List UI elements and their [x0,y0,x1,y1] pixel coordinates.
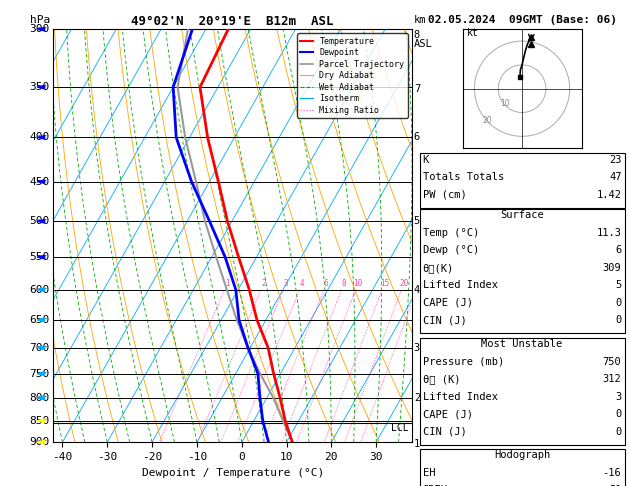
Text: 0: 0 [615,427,621,437]
Text: Dewp (°C): Dewp (°C) [423,245,479,256]
Text: EH: EH [423,468,435,478]
Text: 850: 850 [30,416,50,426]
Text: CIN (J): CIN (J) [423,315,467,326]
Text: 2: 2 [261,279,265,288]
Text: LCL: LCL [391,423,408,433]
Text: Lifted Index: Lifted Index [423,280,498,291]
Text: kt: kt [467,28,479,38]
Text: -16: -16 [603,468,621,478]
Text: 20: 20 [483,116,493,125]
Text: θᴄ(K): θᴄ(K) [423,263,454,273]
Text: Pressure (mb): Pressure (mb) [423,357,504,367]
Text: 1: 1 [225,279,230,288]
Text: 0: 0 [615,409,621,419]
Text: 2: 2 [414,393,420,403]
Text: Totals Totals: Totals Totals [423,172,504,182]
Text: 312: 312 [603,374,621,384]
Text: 750: 750 [603,357,621,367]
Text: 20: 20 [399,279,408,288]
Text: SREH: SREH [423,485,448,486]
Text: 3: 3 [615,392,621,402]
Text: 6: 6 [414,132,420,142]
Text: km: km [414,15,426,25]
X-axis label: Dewpoint / Temperature (°C): Dewpoint / Temperature (°C) [142,468,324,478]
Text: 400: 400 [30,132,50,142]
Text: 350: 350 [30,82,50,92]
Text: 1: 1 [414,439,420,450]
Legend: Temperature, Dewpoint, Parcel Trajectory, Dry Adiabat, Wet Adiabat, Isotherm, Mi: Temperature, Dewpoint, Parcel Trajectory… [297,34,408,118]
Text: Hodograph: Hodograph [494,450,550,460]
Text: 700: 700 [30,343,50,353]
Text: © weatheronline.co.uk: © weatheronline.co.uk [465,469,579,479]
Text: 23: 23 [609,155,621,165]
Text: Mixing Ratio (g/kg): Mixing Ratio (g/kg) [423,184,433,302]
Text: 8: 8 [342,279,347,288]
Text: Most Unstable: Most Unstable [481,339,563,349]
Text: 02.05.2024  09GMT (Base: 06): 02.05.2024 09GMT (Base: 06) [428,15,616,25]
Text: 5: 5 [615,280,621,291]
Text: 309: 309 [603,263,621,273]
Text: 10: 10 [353,279,363,288]
Text: 800: 800 [30,393,50,403]
Text: K: K [423,155,429,165]
Text: 900: 900 [30,437,50,447]
Text: 450: 450 [30,176,50,187]
Text: PW (cm): PW (cm) [423,190,467,200]
Text: 8: 8 [414,31,420,40]
Text: hPa: hPa [30,15,50,25]
Text: 4: 4 [300,279,304,288]
Text: 750: 750 [30,369,50,379]
Text: 6: 6 [324,279,328,288]
Text: 10: 10 [500,99,509,108]
Text: 3: 3 [414,343,420,353]
Text: 7: 7 [414,84,420,94]
Text: 600: 600 [30,285,50,295]
Text: 47: 47 [609,172,621,182]
Text: 11.3: 11.3 [596,228,621,238]
Text: 300: 300 [30,24,50,34]
Text: 51: 51 [609,485,621,486]
Text: 650: 650 [30,315,50,325]
Title: 49°02'N  20°19'E  B12m  ASL: 49°02'N 20°19'E B12m ASL [131,15,334,28]
Text: 550: 550 [30,252,50,262]
Text: ASL: ASL [414,39,433,50]
Text: CAPE (J): CAPE (J) [423,298,472,308]
Text: 3: 3 [284,279,288,288]
Text: CAPE (J): CAPE (J) [423,409,472,419]
Text: 4: 4 [414,285,420,295]
Text: 0: 0 [615,315,621,326]
Text: 0: 0 [615,298,621,308]
Text: 1.42: 1.42 [596,190,621,200]
Text: 15: 15 [380,279,389,288]
Text: CIN (J): CIN (J) [423,427,467,437]
Text: θᴄ (K): θᴄ (K) [423,374,460,384]
Text: Lifted Index: Lifted Index [423,392,498,402]
Text: Surface: Surface [500,210,544,221]
Text: 6: 6 [615,245,621,256]
Text: 500: 500 [30,216,50,226]
Text: 5: 5 [414,216,420,226]
Text: Temp (°C): Temp (°C) [423,228,479,238]
